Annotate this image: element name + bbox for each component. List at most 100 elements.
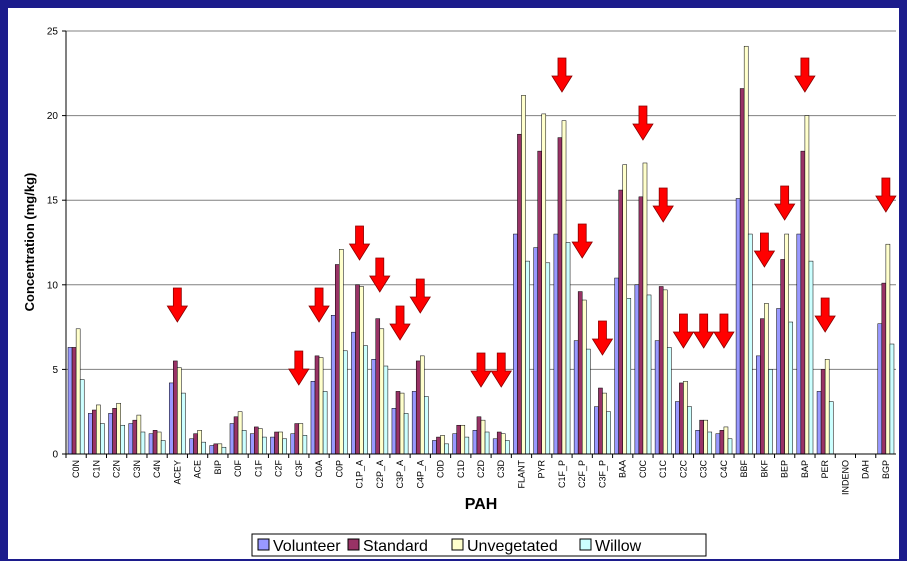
bar — [828, 401, 834, 455]
bar — [156, 431, 162, 455]
x-tick-label: C3D — [496, 460, 506, 479]
x-tick-label: C4N — [152, 460, 162, 478]
x-tick-label: C3F_P — [597, 460, 607, 488]
bar — [573, 340, 579, 455]
bar — [152, 430, 158, 455]
bar — [140, 431, 146, 455]
bar — [505, 440, 510, 455]
bar — [598, 387, 603, 455]
bar — [136, 414, 142, 455]
bar — [221, 446, 227, 455]
bar — [391, 408, 397, 455]
bar — [334, 264, 340, 455]
bar — [715, 433, 721, 455]
annotation-arrow — [369, 257, 391, 293]
bar — [282, 438, 287, 455]
y-tick-label: 5 — [52, 365, 58, 376]
bar — [776, 308, 781, 455]
annotation-arrow — [166, 287, 189, 323]
annotation-arrow — [308, 287, 330, 323]
bar — [521, 95, 526, 455]
x-tick-label: BIP — [213, 460, 223, 475]
bar — [824, 358, 830, 455]
bar — [472, 430, 478, 455]
legend-swatch — [347, 538, 360, 551]
x-tick-label: BGP — [881, 460, 891, 479]
x-tick-label: ACE — [193, 460, 203, 479]
x-tick-label: C0P — [334, 460, 344, 478]
bar — [314, 355, 320, 455]
bar — [679, 382, 684, 455]
x-tick-label: C3F — [294, 460, 304, 478]
bar — [274, 431, 279, 455]
bar — [496, 431, 502, 455]
annotation-arrow — [672, 313, 695, 349]
annotation-arrow — [753, 232, 776, 268]
bar — [464, 436, 470, 455]
bar — [440, 435, 445, 455]
annotation-arrow — [773, 185, 796, 221]
bar — [719, 430, 725, 455]
x-tick-label: C4P_A — [415, 460, 425, 489]
x-tick-label: C2F — [274, 460, 284, 478]
bar — [557, 137, 563, 455]
x-tick-label: ACEY — [172, 460, 182, 485]
bar — [646, 294, 652, 455]
bar — [517, 133, 522, 455]
legend-label: Volunteer — [273, 538, 341, 555]
y-tick-label: 20 — [47, 111, 59, 122]
bar — [213, 443, 219, 455]
x-tick-label: C1D — [456, 460, 466, 479]
bar — [484, 431, 490, 455]
bar — [444, 443, 449, 455]
bar — [375, 318, 381, 455]
annotation-arrow — [409, 278, 431, 314]
x-tick-label: C2D — [476, 460, 486, 479]
bar — [298, 423, 304, 455]
bar — [92, 409, 97, 455]
bar — [513, 233, 518, 455]
bar — [756, 355, 761, 455]
legend-box — [251, 533, 707, 557]
bar — [480, 419, 486, 455]
bar — [747, 233, 753, 455]
bar — [638, 196, 644, 455]
bar — [581, 299, 587, 455]
annotation-arrow — [591, 320, 614, 356]
legend-label: Unvegetated — [467, 538, 558, 555]
bar — [586, 348, 591, 455]
bar — [606, 411, 611, 455]
bar — [75, 328, 81, 455]
bar — [290, 433, 296, 455]
bar — [800, 150, 806, 455]
bar — [545, 262, 551, 455]
bar — [561, 120, 567, 455]
bar — [330, 315, 336, 455]
bar — [666, 347, 672, 455]
bar — [703, 419, 708, 455]
bar — [577, 291, 583, 455]
legend-label: Standard — [363, 538, 428, 555]
bar — [808, 260, 814, 455]
bar — [339, 249, 344, 455]
bar — [877, 323, 883, 455]
bar — [181, 392, 186, 455]
bar — [379, 328, 385, 455]
bar — [71, 347, 77, 455]
x-tick-label: PER — [820, 460, 830, 479]
bar — [399, 392, 405, 455]
bar — [634, 284, 640, 455]
bar — [318, 357, 324, 455]
bar — [889, 343, 895, 455]
bar — [254, 426, 259, 455]
bar — [278, 431, 283, 455]
bar — [784, 233, 789, 455]
bar — [108, 413, 113, 455]
bar — [322, 391, 328, 455]
bar — [160, 440, 166, 455]
x-tick-label: C1P_A — [355, 460, 365, 489]
bar — [201, 441, 206, 455]
annotation-arrow — [794, 57, 816, 93]
bar — [193, 433, 198, 455]
bar — [476, 416, 482, 455]
